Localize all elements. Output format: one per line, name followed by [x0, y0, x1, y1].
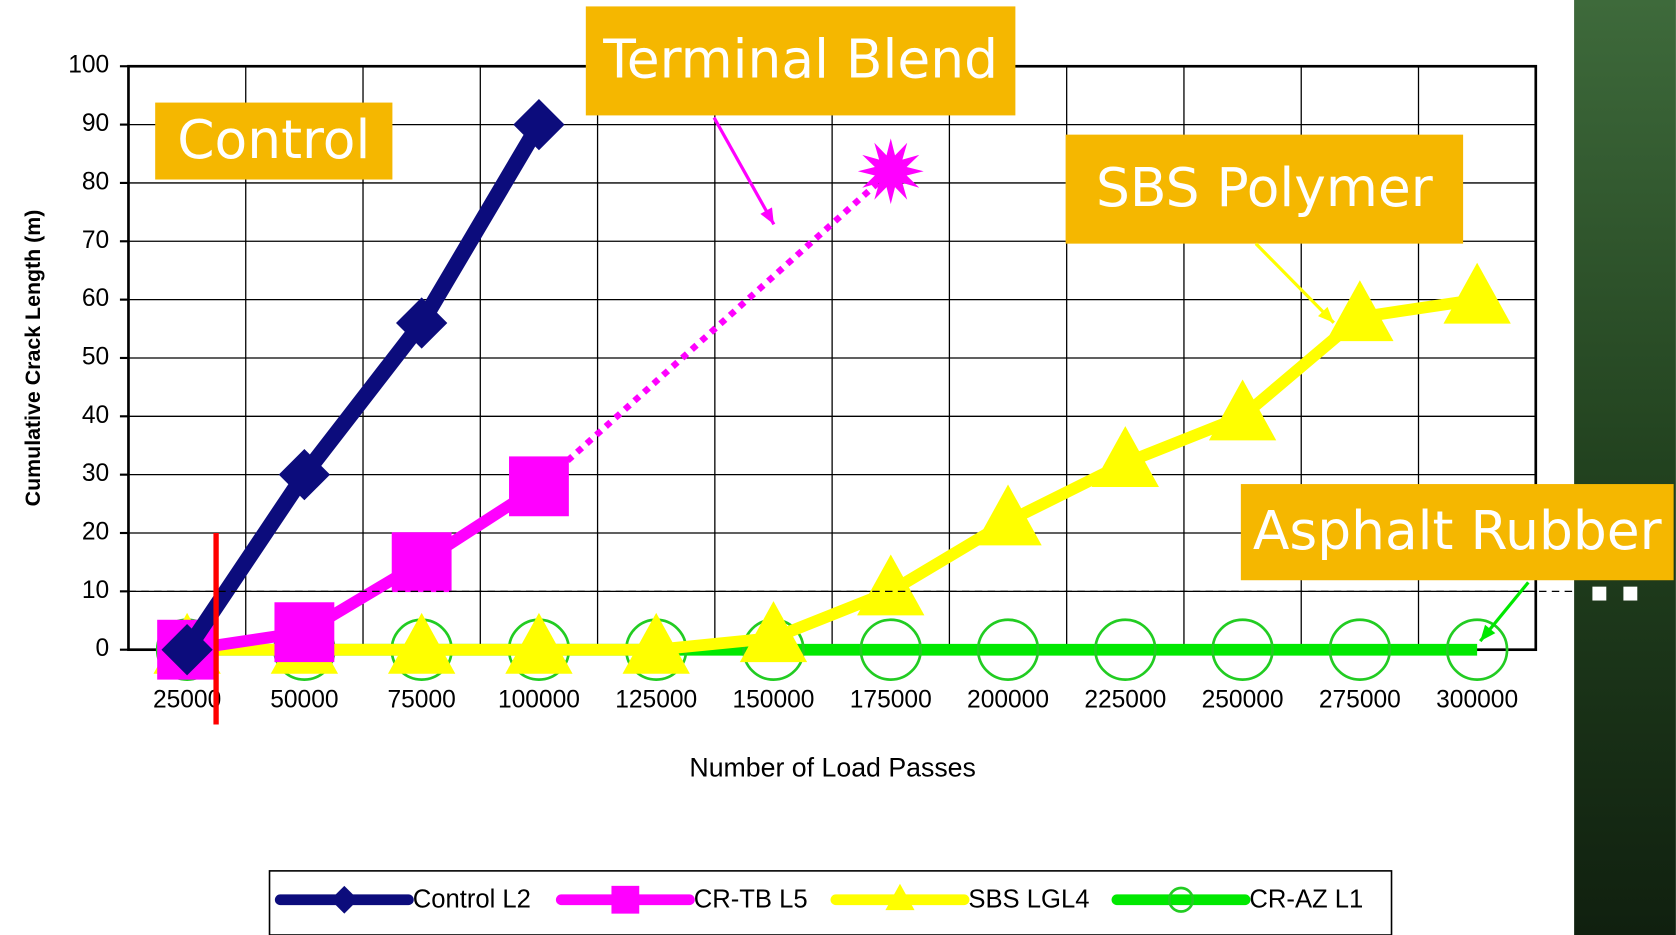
annotation: Control	[177, 108, 370, 171]
x-tick-label: 275000	[1319, 686, 1401, 713]
legend-label: CR-AZ L1	[1249, 886, 1363, 914]
triangle-marker	[1443, 263, 1510, 324]
chart: Cumulative Crack Length (m) Number of Lo…	[0, 0, 1676, 935]
y-tick-label: 80	[82, 168, 109, 195]
x-axis-title: Number of Load Passes	[689, 752, 975, 782]
triangle-marker	[388, 613, 455, 674]
y-tick-label: 30	[82, 460, 109, 487]
x-tick-label: 125000	[615, 686, 697, 713]
square-marker	[392, 532, 452, 592]
y-tick-label: 0	[96, 635, 110, 662]
background-panel-shade	[1574, 0, 1676, 935]
triangle-marker	[857, 554, 924, 615]
x-tick-label: 150000	[733, 686, 815, 713]
legend-label: CR-TB L5	[694, 886, 808, 914]
x-tick-label: 175000	[850, 686, 932, 713]
square-marker	[274, 602, 334, 662]
y-tick-label: 60	[82, 285, 109, 312]
x-tick-label: 250000	[1202, 686, 1284, 713]
square-marker	[611, 886, 639, 914]
annotation: SBS Polymer	[1096, 156, 1433, 219]
legend-label: Control L2	[413, 886, 531, 914]
y-tick-label: 90	[82, 110, 109, 137]
legend-label: SBS LGL4	[968, 886, 1089, 914]
x-tick-label: 200000	[967, 686, 1049, 713]
decor-square	[1623, 587, 1637, 601]
decor-square	[1592, 587, 1606, 601]
annotation-arrow	[1256, 244, 1334, 323]
annotation: Asphalt Rubber	[1253, 499, 1662, 562]
y-tick-label: 40	[82, 402, 109, 429]
series-line	[187, 171, 891, 649]
y-tick-label: 100	[68, 52, 109, 79]
x-tick-label: 25000	[153, 686, 221, 713]
triangle-marker	[505, 613, 572, 674]
annotation-arrow	[714, 118, 774, 225]
y-tick-label: 10	[82, 577, 109, 604]
x-tick-label: 100000	[498, 686, 580, 713]
annotation: Terminal Blend	[602, 28, 998, 91]
x-tick-label: 50000	[270, 686, 338, 713]
y-tick-label: 20	[82, 518, 109, 545]
x-tick-label: 225000	[1084, 686, 1166, 713]
y-tick-label: 50	[82, 343, 109, 370]
x-tick-label: 75000	[388, 686, 456, 713]
y-tick-label: 70	[82, 227, 109, 254]
triangle-marker	[1209, 379, 1276, 440]
y-axis-title: Cumulative Crack Length (m)	[21, 210, 45, 507]
x-tick-label: 300000	[1436, 686, 1518, 713]
square-marker	[509, 456, 569, 516]
